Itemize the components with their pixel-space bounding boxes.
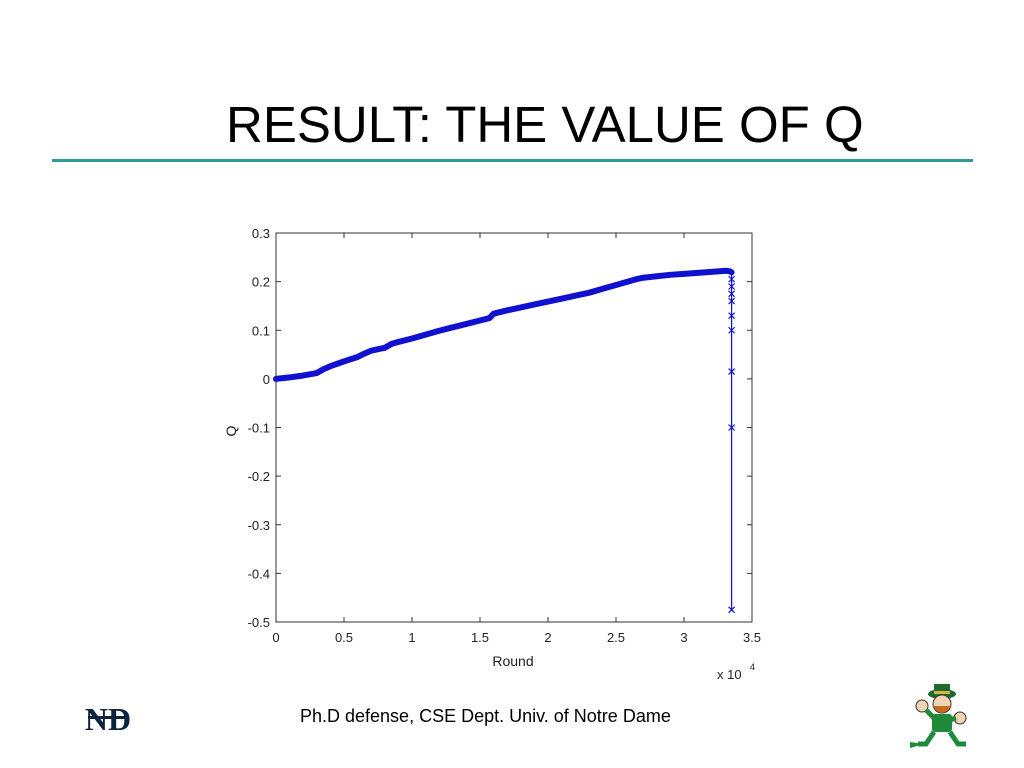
y-tick-label: -0.3 xyxy=(248,518,270,533)
q-data-point xyxy=(728,326,736,334)
series-lines xyxy=(273,267,735,610)
x-tick-label: 0 xyxy=(272,630,279,645)
series-markers xyxy=(728,275,736,614)
x-tick-label: 2 xyxy=(544,630,551,645)
q-data-point xyxy=(728,312,736,320)
y-axis-label: Q xyxy=(223,425,239,436)
q-data-point xyxy=(728,297,736,305)
x-tick-label: 3 xyxy=(680,630,687,645)
y-tick-label: -0.4 xyxy=(248,566,270,581)
q-data-point xyxy=(728,275,736,283)
x-multiplier-exponent: 4 xyxy=(750,662,755,672)
title-divider xyxy=(52,159,973,162)
q-data-point xyxy=(728,290,736,298)
notre-dame-logo: ND xyxy=(85,701,131,737)
x-tick-label: 1 xyxy=(408,630,415,645)
x-tick-label: 0.5 xyxy=(335,630,353,645)
q-data-point xyxy=(728,606,736,614)
x-tick-label: 2.5 xyxy=(607,630,625,645)
footer-text: Ph.D defense, CSE Dept. Univ. of Notre D… xyxy=(300,706,671,726)
slide-title: RESULT: THE VALUE OF Q xyxy=(226,96,864,153)
y-tick-label: 0.2 xyxy=(252,275,270,290)
x-multiplier-label: x 10 xyxy=(717,667,742,682)
x-tick-label: 3.5 xyxy=(743,630,761,645)
y-tick-label: -0.2 xyxy=(248,469,270,484)
y-tick-label: 0.3 xyxy=(252,226,270,241)
x-tick-label: 1.5 xyxy=(471,630,489,645)
leprechaun-logo xyxy=(910,684,967,748)
y-tick-label: 0.1 xyxy=(252,323,270,338)
x-axis-ticks: 0 0.5 1 1.5 2 2.5 3 3.5 xyxy=(272,233,761,645)
q-series-line xyxy=(273,267,735,382)
y-tick-label: 0 xyxy=(263,372,270,387)
y-tick-label: -0.5 xyxy=(248,615,270,630)
q-data-point xyxy=(728,424,736,431)
q-data-point xyxy=(728,283,736,290)
plot-area xyxy=(275,232,753,623)
q-data-point xyxy=(728,368,736,376)
y-axis-ticks: 0.3 0.2 0.1 0 -0.1 -0.2 -0.3 -0.4 -0.5 xyxy=(248,226,752,630)
y-tick-label: -0.1 xyxy=(248,421,270,436)
x-axis-label: Round xyxy=(492,653,533,669)
